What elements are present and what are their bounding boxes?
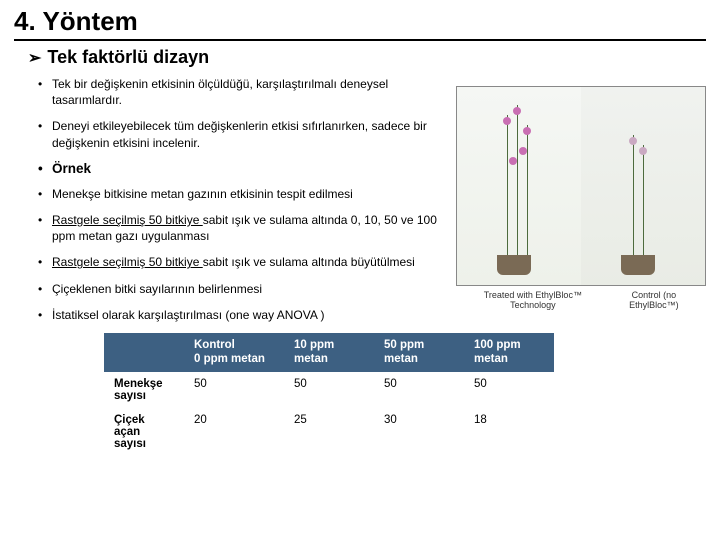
table-cell: 50 <box>464 372 554 408</box>
figure-image <box>456 86 706 286</box>
list-item: Rastgele seçilmiş 50 bitkiye sabit ışık … <box>38 254 438 270</box>
figure-right <box>581 87 705 285</box>
table-header: 50 ppmmetan <box>374 333 464 373</box>
table-cell: 50 <box>374 372 464 408</box>
list-item: Tek bir değişkenin etkisinin ölçüldüğü, … <box>38 76 438 108</box>
caption-left: Treated with EthylBloc™ Technology <box>460 290 606 310</box>
list-item: İstatiksel olarak karşılaştırılması (one… <box>38 307 438 323</box>
bottom-bullets: Menekşe bitkisine metan gazının etkisini… <box>38 186 438 323</box>
table-cell: 20 <box>184 408 284 456</box>
section-heading: ➢ Tek faktörlü dizayn <box>28 47 706 68</box>
list-item: Çiçeklenen bitki sayılarının belirlenmes… <box>38 281 438 297</box>
table-cell: 50 <box>184 372 284 408</box>
figure-left <box>457 87 581 285</box>
table-header: Kontrol0 ppm metan <box>184 333 284 373</box>
data-table: Kontrol0 ppm metan10 ppmmetan50 ppmmetan… <box>104 333 554 457</box>
list-item: Rastgele seçilmiş 50 bitkiye sabit ışık … <box>38 212 438 244</box>
table-cell: 18 <box>464 408 554 456</box>
table-header: 10 ppmmetan <box>284 333 374 373</box>
list-item: Deneyi etkileyebilecek tüm değişkenlerin… <box>38 118 438 150</box>
arrow-icon: ➢ <box>28 48 41 68</box>
list-item: Menekşe bitkisine metan gazının etkisini… <box>38 186 438 202</box>
figure: Treated with EthylBloc™ Technology Contr… <box>456 86 706 310</box>
figure-caption: Treated with EthylBloc™ Technology Contr… <box>456 290 706 310</box>
table-header: 100 ppmmetan <box>464 333 554 373</box>
caption-right: Control (no EthylBloc™) <box>606 290 702 310</box>
top-bullets: Tek bir değişkenin etkisinin ölçüldüğü, … <box>38 76 438 151</box>
table-row: Çiçek açansayısı20253018 <box>104 408 554 456</box>
table-cell: 50 <box>284 372 374 408</box>
table-header <box>104 333 184 373</box>
row-label: Çiçek açansayısı <box>104 408 184 456</box>
table-cell: 25 <box>284 408 374 456</box>
section-text: Tek faktörlü dizayn <box>47 47 209 67</box>
table-row: Menekşesayısı50505050 <box>104 372 554 408</box>
row-label: Menekşesayısı <box>104 372 184 408</box>
table-cell: 30 <box>374 408 464 456</box>
page-title: 4. Yöntem <box>14 6 706 41</box>
